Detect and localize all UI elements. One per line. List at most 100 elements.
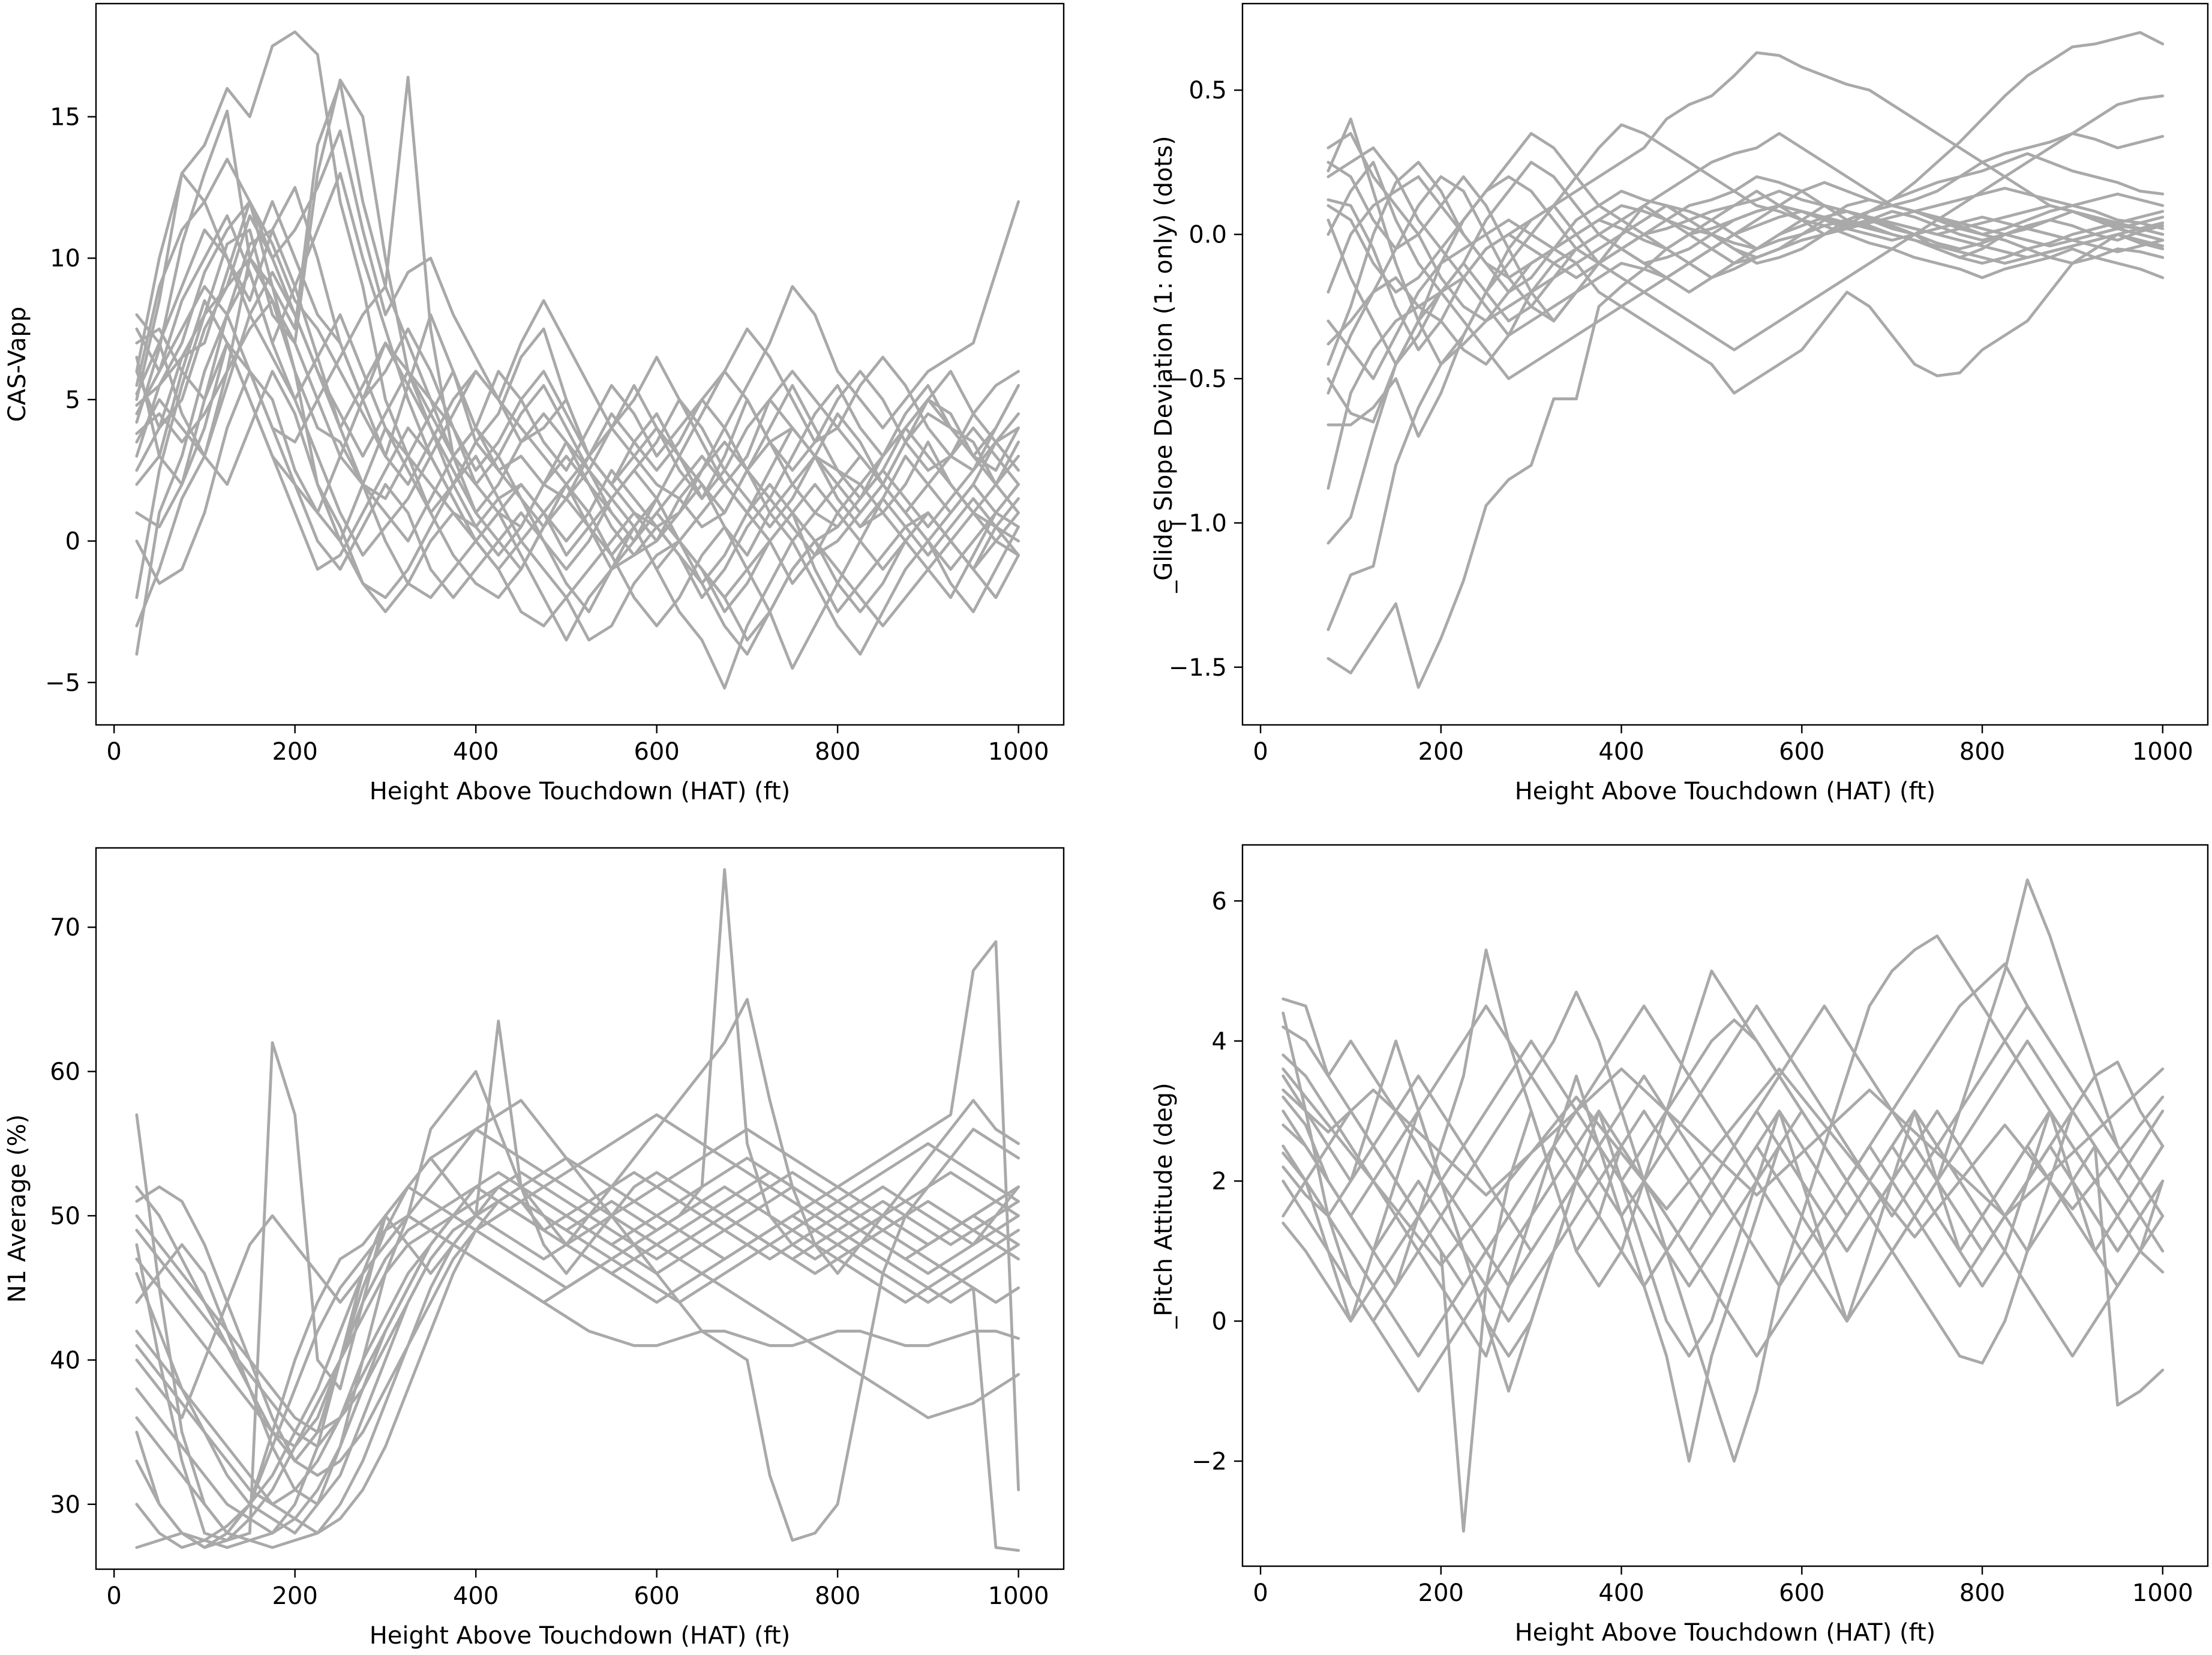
series-line-13 <box>1326 146 2165 337</box>
x-tick-label: 0 <box>1253 1579 1268 1607</box>
series-line-7 <box>1326 131 2165 366</box>
series-line-14 <box>1281 1068 2165 1267</box>
y-axis-label: CAS-Vapp <box>4 307 31 422</box>
series-line-14 <box>135 271 1020 557</box>
y-tick-label: 2 <box>1212 1168 1227 1195</box>
x-axis-label: Height Above Touchdown (HAT) (ft) <box>370 1622 791 1650</box>
x-tick-label: 600 <box>1779 738 1824 766</box>
x-tick-label: 200 <box>1418 1579 1464 1607</box>
x-tick-label: 800 <box>1959 738 2005 766</box>
series-line-17 <box>1326 160 2165 366</box>
y-tick-label: −1.5 <box>1169 654 1227 682</box>
y-tick-label: 10 <box>50 245 80 272</box>
series-line-7 <box>135 228 1020 656</box>
series-line-15 <box>135 1185 1020 1535</box>
x-tick-label: 0 <box>1253 738 1268 766</box>
x-tick-label: 600 <box>1779 1579 1824 1607</box>
chart-panel-pitch-attitude: 0 200 400 600 800 1000 −2 0 2 4 6 Height Above Touc… <box>1150 844 2209 1647</box>
series-group <box>1326 31 2165 689</box>
y-tick-label: 0.5 <box>1188 77 1227 104</box>
y-tick-label: −1.0 <box>1169 509 1227 537</box>
series-line-17 <box>135 1128 1020 1434</box>
series-line-12 <box>1281 1005 2165 1218</box>
x-tick-label: 400 <box>1598 1579 1644 1607</box>
series-group <box>135 868 1020 1552</box>
chart-panel-glide-slope: 0 200 400 600 800 1000 −1.5 −1.0 −0.5 0.0 0.5 Heigh… <box>1150 2 2209 805</box>
series-line-6 <box>135 1099 1020 1549</box>
axes-frame <box>1241 844 2209 1567</box>
y-tick-label: 0 <box>1212 1308 1227 1336</box>
x-tick-label: 1000 <box>988 1582 1049 1610</box>
y-tick-label: 4 <box>1212 1028 1227 1056</box>
x-tick-label: 0 <box>106 1582 121 1610</box>
x-tick-label: 600 <box>634 1582 679 1610</box>
series-line-16 <box>1326 190 2165 352</box>
series-line-19 <box>1326 160 2165 323</box>
axes-frame <box>95 847 1065 1570</box>
series-line-9 <box>1281 963 2165 1183</box>
x-tick-label: 800 <box>815 1582 860 1610</box>
x-tick-label: 1000 <box>2132 738 2193 766</box>
series-line-11 <box>1326 131 2165 294</box>
x-tick-label: 200 <box>272 738 317 766</box>
x-tick-label: 1000 <box>988 738 1049 766</box>
x-tick-label: 800 <box>815 738 860 766</box>
series-line-12 <box>1326 175 2165 395</box>
y-tick-label: 60 <box>50 1059 80 1086</box>
series-line-12 <box>135 341 1020 613</box>
chart-panel-n1-average: 0 200 400 600 800 1000 30 40 50 60 70 Height Above … <box>4 847 1065 1650</box>
series-line-14 <box>1326 181 2165 380</box>
axes-frame <box>1241 2 2209 726</box>
y-tick-label: 70 <box>50 914 80 942</box>
series-line-15 <box>1326 160 2165 294</box>
x-tick-label: 400 <box>1598 738 1644 766</box>
x-tick-label: 1000 <box>2132 1579 2193 1607</box>
series-line-18 <box>135 200 1020 486</box>
x-axis-label: Height Above Touchdown (HAT) (ft) <box>1515 778 1936 805</box>
x-tick-label: 200 <box>1418 738 1464 766</box>
y-tick-label: −0.5 <box>1169 365 1227 393</box>
series-line-16 <box>135 1200 1020 1549</box>
series-line-21 <box>135 299 1020 585</box>
series-line-22 <box>135 185 1020 529</box>
y-axis-label: _Glide Slope Deviation (1: only) (dots) <box>1150 136 1178 593</box>
y-tick-label: 0.0 <box>1188 221 1227 249</box>
y-axis-label: _Pitch Attitude (deg) <box>1150 1083 1178 1329</box>
x-axis-label: Height Above Touchdown (HAT) (ft) <box>1515 1619 1936 1647</box>
x-axis-label: Height Above Touchdown (HAT) (ft) <box>370 778 791 805</box>
series-line-2 <box>1281 878 2165 1323</box>
y-tick-label: 40 <box>50 1347 80 1374</box>
series-line-10 <box>1326 117 2165 366</box>
series-line-14 <box>135 1156 1020 1449</box>
series-line-20 <box>135 172 1020 542</box>
y-axis-label: N1 Average (%) <box>4 1114 31 1303</box>
series-line-9 <box>135 200 1020 529</box>
series-line-18 <box>135 1171 1020 1506</box>
x-tick-label: 800 <box>1959 1579 2005 1607</box>
series-line-8 <box>135 256 1020 641</box>
series-line-17 <box>135 299 1020 599</box>
x-tick-label: 200 <box>272 1582 317 1610</box>
series-line-16 <box>1281 1068 2165 1218</box>
y-tick-label: −2 <box>1191 1448 1227 1476</box>
x-tick-label: 400 <box>453 1582 499 1610</box>
y-tick-label: 50 <box>50 1203 80 1230</box>
chart-panel-cas-vapp: 0 200 400 600 800 1000 −5 0 5 10 15 Height Above To… <box>4 2 1065 805</box>
series-group <box>1281 878 2165 1533</box>
y-tick-label: 30 <box>50 1491 80 1519</box>
series-line-5 <box>1281 1005 2165 1407</box>
x-tick-label: 400 <box>453 738 499 766</box>
series-line-15 <box>1281 1110 2165 1393</box>
series-line-3 <box>135 76 1020 613</box>
series-group <box>135 30 1020 690</box>
axes-frame <box>95 2 1065 726</box>
y-tick-label: 6 <box>1212 888 1227 915</box>
series-line-3 <box>1281 1053 2165 1463</box>
y-tick-label: 15 <box>50 104 80 131</box>
y-tick-label: 5 <box>65 386 80 414</box>
series-line-12 <box>135 1113 1020 1552</box>
series-line-2 <box>1326 204 2165 631</box>
y-tick-label: 0 <box>65 528 80 556</box>
y-tick-label: −5 <box>45 669 80 697</box>
